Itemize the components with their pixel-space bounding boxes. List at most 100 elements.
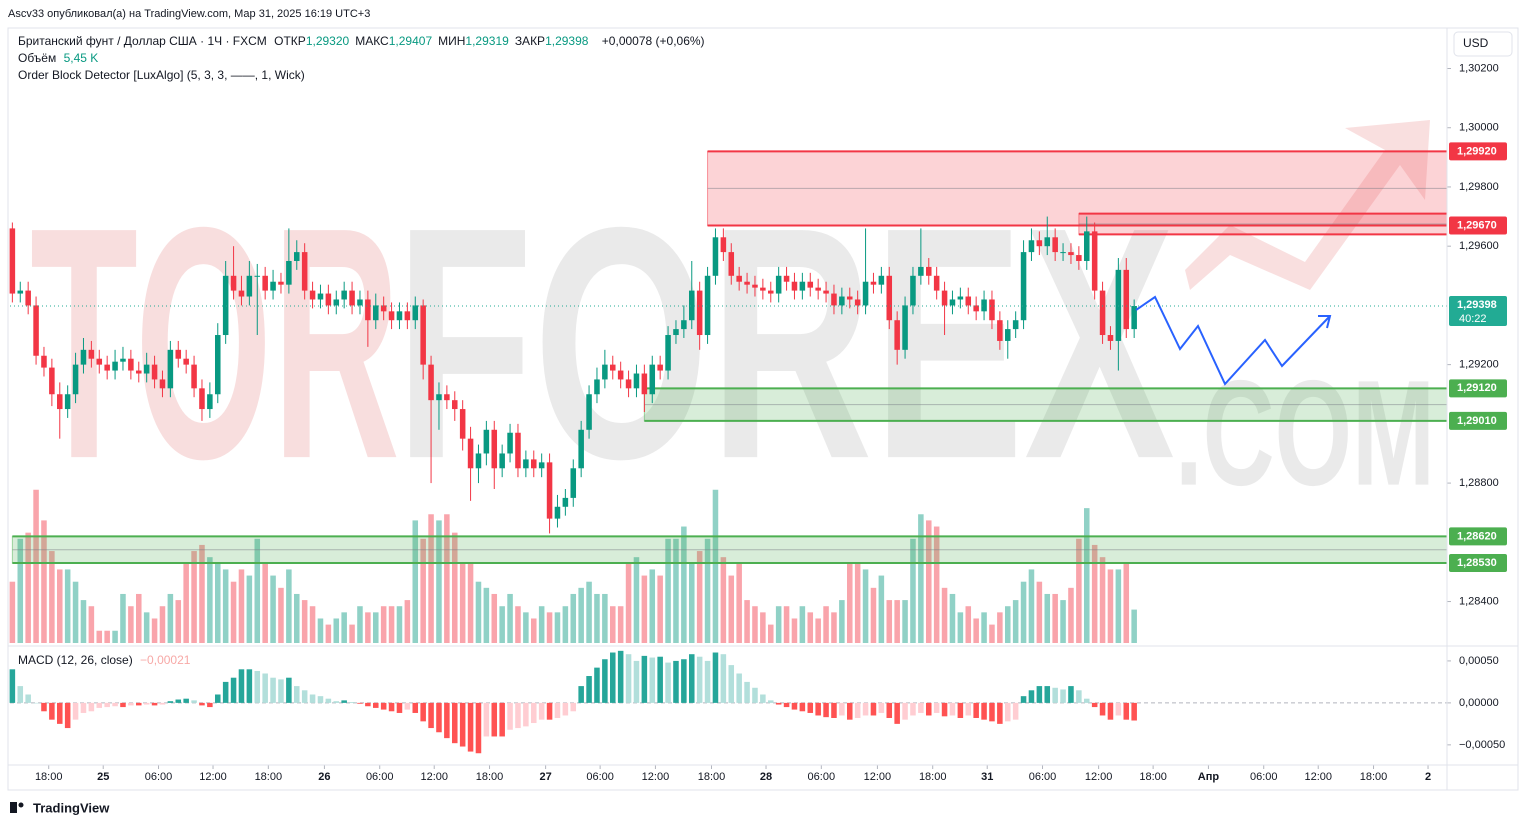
price-label-bg <box>1449 216 1507 235</box>
volume-bar <box>736 563 742 643</box>
volume-bar <box>641 575 648 643</box>
macd-bar <box>286 677 292 703</box>
y-tick-label: 1,30200 <box>1459 62 1499 74</box>
macd-bar <box>1044 686 1051 703</box>
macd-bar <box>33 702 39 704</box>
candle-body <box>459 409 466 439</box>
x-tick-label: 12:00 <box>1304 771 1332 783</box>
macd-bar <box>941 702 948 717</box>
volume-bar <box>151 618 158 643</box>
macd-bar <box>720 654 727 703</box>
volume-bar <box>396 606 403 643</box>
candle-body <box>1131 305 1137 330</box>
macd-bar <box>1060 689 1066 703</box>
macd-bar <box>831 702 837 718</box>
macd-bar <box>641 655 648 703</box>
volume-bar <box>791 618 798 643</box>
candle-body <box>570 468 577 498</box>
macd-bar <box>617 650 624 703</box>
macd-bar <box>254 670 261 703</box>
macd-bar <box>143 702 150 705</box>
macd-bar <box>333 701 340 703</box>
x-tick-label: 12:00 <box>864 771 892 783</box>
x-tick-label: 25 <box>97 771 109 783</box>
candle-body <box>309 290 316 300</box>
watermark-tor: TOR <box>30 158 400 527</box>
volume-bar <box>815 618 821 643</box>
volume-bar <box>175 600 182 643</box>
x-tick-label: 12:00 <box>420 771 448 783</box>
candle-body <box>562 497 569 507</box>
volume-bar <box>1044 593 1051 643</box>
macd-bar <box>823 702 829 718</box>
candle-body <box>507 432 513 454</box>
candle-body <box>594 379 600 395</box>
macd-bar <box>989 702 995 722</box>
volume-bar <box>767 624 774 643</box>
y-tick-label: 1,29600 <box>1459 240 1499 252</box>
candle-body <box>744 281 750 285</box>
candle-body <box>143 364 150 374</box>
volume-bar <box>17 538 24 643</box>
volume-bar <box>783 606 790 643</box>
candle-body <box>767 290 774 294</box>
volume-bar <box>183 563 189 643</box>
macd-bar <box>957 702 964 718</box>
indicator-legend: Order Block Detector [LuxAlgo] (5, 3, 3,… <box>18 68 309 82</box>
candle-body <box>878 275 885 285</box>
candle-body <box>1012 320 1019 330</box>
macd-bar <box>128 702 134 706</box>
macd-bar <box>238 669 245 703</box>
candle-body <box>1115 269 1122 341</box>
macd-bar <box>981 702 987 720</box>
x-tick-label: 06:00 <box>366 771 394 783</box>
candle-body <box>760 287 766 291</box>
currency-box[interactable] <box>1453 31 1513 57</box>
candle-body <box>341 290 347 300</box>
candle-body <box>886 275 893 321</box>
candle-body <box>1107 335 1114 341</box>
macd-bar <box>1036 686 1043 703</box>
candle-body <box>586 394 592 430</box>
volume-bar <box>657 575 663 643</box>
volume-bar <box>222 569 229 643</box>
candle-body <box>839 296 845 306</box>
x-tick-label: 18:00 <box>35 771 63 783</box>
volume-bar <box>965 606 972 643</box>
macd-bar <box>136 702 142 706</box>
x-tick-label: 18:00 <box>1360 771 1388 783</box>
candle-body <box>9 228 16 294</box>
candle-body <box>96 358 103 365</box>
macd-bar <box>151 702 158 706</box>
x-tick-label: 26 <box>318 771 330 783</box>
candle-body <box>1020 252 1027 321</box>
volume-bar <box>807 612 814 643</box>
candle-body <box>704 275 711 336</box>
x-tick-label: 06:00 <box>808 771 836 783</box>
volume-bar <box>215 563 221 643</box>
volume-bar <box>120 593 126 643</box>
macd-bar <box>704 660 711 703</box>
ohlc-text: 1,29407 <box>388 34 433 48</box>
watermark-com: .COM <box>1175 349 1435 517</box>
candle-body <box>523 459 529 469</box>
volume-bar <box>854 563 861 643</box>
macd-bar <box>665 662 671 703</box>
volume-bar <box>925 520 932 643</box>
volume-bar <box>230 581 237 643</box>
candle-body <box>317 293 324 300</box>
volume-bar <box>404 600 411 643</box>
candle-body <box>128 358 134 371</box>
ohlc-label: МИН <box>438 34 466 48</box>
macd-bar <box>507 702 513 730</box>
volume-bar <box>720 557 727 643</box>
volume-bar <box>1068 587 1074 643</box>
candle-body <box>41 355 47 368</box>
macd-name: MACD (12, 26, close) <box>18 653 133 667</box>
macd-bar <box>278 679 284 703</box>
macd-bar <box>420 702 426 722</box>
volume-bar <box>546 612 553 643</box>
volume-bar <box>752 606 758 643</box>
candle-body <box>681 320 687 330</box>
volume-bar <box>515 606 521 643</box>
